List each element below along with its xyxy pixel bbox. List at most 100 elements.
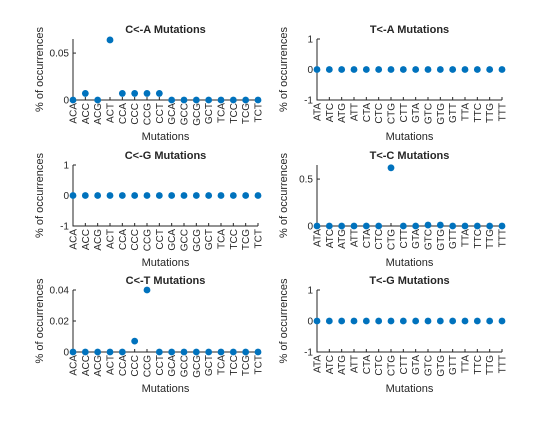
data-point <box>143 192 151 199</box>
data-point <box>118 348 126 356</box>
data-point <box>486 222 494 230</box>
y-tick-label: 0.05 <box>50 49 70 60</box>
x-tick-label: CTC <box>374 103 385 124</box>
x-tick-label: ACG <box>93 355 104 377</box>
y-axis-label: % of occurrences <box>34 153 46 238</box>
y-axis-label: % of occurrences <box>34 27 46 112</box>
x-tick-label: ACG <box>93 229 104 251</box>
x-axis-label: Mutations <box>142 383 190 395</box>
data-point <box>192 192 200 199</box>
x-tick-label: ACT <box>106 229 117 249</box>
data-point <box>473 66 481 73</box>
data-point <box>449 66 457 73</box>
x-tick-label: GTT <box>448 355 459 375</box>
x-axis-label: Mutations <box>386 383 434 395</box>
x-tick-label: CCC <box>130 355 141 377</box>
x-tick-label: CCC <box>130 103 141 125</box>
y-axis-label: % of occurrences <box>34 278 46 363</box>
data-point <box>81 192 89 199</box>
data-point <box>313 317 321 325</box>
x-tick-label: CCG <box>143 355 154 377</box>
data-point <box>338 222 346 230</box>
data-point <box>254 192 262 199</box>
x-tick-label: TCA <box>217 229 228 249</box>
x-tick-label: GTC <box>424 103 435 124</box>
x-tick-label: CTT <box>399 103 410 122</box>
x-tick-label: GCA <box>167 229 178 251</box>
data-point <box>498 317 506 325</box>
x-tick-label: TCA <box>217 355 228 375</box>
x-tick-label: CTA <box>362 103 373 123</box>
x-tick-label: CTC <box>374 355 385 376</box>
x-tick-label: GTG <box>436 355 447 377</box>
x-tick-label: CCA <box>118 229 129 250</box>
data-point <box>399 222 407 230</box>
x-tick-label: CCT <box>155 103 166 124</box>
data-point <box>94 192 102 199</box>
data-point <box>350 317 358 325</box>
data-point <box>69 348 77 356</box>
data-point <box>217 96 225 104</box>
data-point <box>168 192 176 199</box>
data-point <box>362 317 370 325</box>
data-point <box>424 221 432 229</box>
data-point <box>412 222 420 230</box>
x-tick-label: TTC <box>473 103 484 122</box>
x-axis-label: Mutations <box>386 131 434 143</box>
x-tick-label: CTG <box>387 355 398 376</box>
data-point <box>325 222 333 230</box>
chart-title: T<-A Mutations <box>370 24 449 36</box>
x-tick-label: CTG <box>387 103 398 124</box>
data-point <box>362 222 370 230</box>
data-point <box>412 317 420 325</box>
x-tick-label: CTC <box>374 229 385 250</box>
data-point <box>155 90 163 97</box>
data-point <box>436 317 444 325</box>
x-tick-label: GTC <box>424 229 435 250</box>
x-tick-label: CCA <box>118 355 129 376</box>
data-point <box>313 222 321 230</box>
data-point <box>242 96 250 104</box>
data-point <box>180 96 188 104</box>
data-point <box>217 348 225 356</box>
x-tick-label: TCC <box>229 355 240 376</box>
data-point <box>94 348 102 356</box>
data-point <box>229 192 237 199</box>
data-point <box>486 317 494 325</box>
x-tick-label: TTT <box>498 355 509 373</box>
x-axis-label: Mutations <box>386 257 434 269</box>
data-point <box>106 192 114 199</box>
data-point <box>498 222 506 230</box>
x-tick-label: GCG <box>192 229 203 252</box>
y-axis-label: % of occurrences <box>278 278 290 363</box>
data-point <box>412 66 420 73</box>
data-point <box>473 222 481 230</box>
x-tick-label: CTA <box>362 229 373 249</box>
x-tick-label: GCC <box>180 103 191 125</box>
x-tick-label: TTT <box>498 229 509 247</box>
data-point <box>168 96 176 104</box>
subplot-6: T<-G Mutations -1 0 1 % of occurrences ATA ATC… <box>278 275 509 395</box>
data-point <box>131 90 139 97</box>
data-point <box>436 221 444 229</box>
data-point <box>192 348 200 356</box>
x-tick-label: ACT <box>106 103 117 123</box>
data-point <box>350 66 358 73</box>
x-tick-label: GCC <box>180 229 191 251</box>
x-tick-label: ACC <box>81 229 92 250</box>
x-tick-label: CTG <box>387 229 398 250</box>
x-tick-label: GCC <box>180 355 191 377</box>
x-axis-label: Mutations <box>142 257 190 269</box>
data-point <box>387 66 395 73</box>
x-tick-label: CCC <box>130 229 141 251</box>
data-point <box>81 90 89 97</box>
data-point <box>106 36 114 44</box>
data-point <box>155 348 163 356</box>
y-tick-label: 0 <box>63 348 69 359</box>
x-tick-label: TCT <box>254 103 265 122</box>
data-point <box>424 66 432 73</box>
data-point <box>338 317 346 325</box>
